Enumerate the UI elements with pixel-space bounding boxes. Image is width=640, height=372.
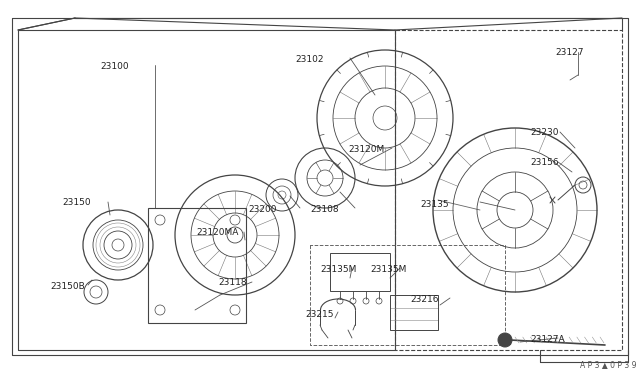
Text: 23156: 23156: [530, 158, 559, 167]
Text: 23120M: 23120M: [348, 145, 384, 154]
Text: 23150B: 23150B: [50, 282, 84, 291]
Text: 23135: 23135: [420, 200, 449, 209]
Bar: [148, 208, 246, 323]
Text: 23127A: 23127A: [530, 335, 564, 344]
Text: 23135M: 23135M: [320, 265, 356, 274]
Circle shape: [498, 333, 512, 347]
Text: 23135M: 23135M: [370, 265, 406, 274]
Bar: [330, 253, 390, 291]
Bar: [390, 295, 438, 330]
Text: 23200: 23200: [248, 205, 276, 214]
Text: 23108: 23108: [310, 205, 339, 214]
Text: A P 3 ▲ 0 P 3 9: A P 3 ▲ 0 P 3 9: [580, 360, 637, 369]
Text: 23118: 23118: [218, 278, 246, 287]
Text: 23215: 23215: [305, 310, 333, 319]
Text: 23127: 23127: [555, 48, 584, 57]
Text: 23120MA: 23120MA: [196, 228, 238, 237]
Text: 23102: 23102: [295, 55, 323, 64]
Text: 23100: 23100: [100, 62, 129, 71]
Text: 23230: 23230: [530, 128, 559, 137]
Text: 23216: 23216: [410, 295, 438, 304]
Text: 23150: 23150: [62, 198, 91, 207]
